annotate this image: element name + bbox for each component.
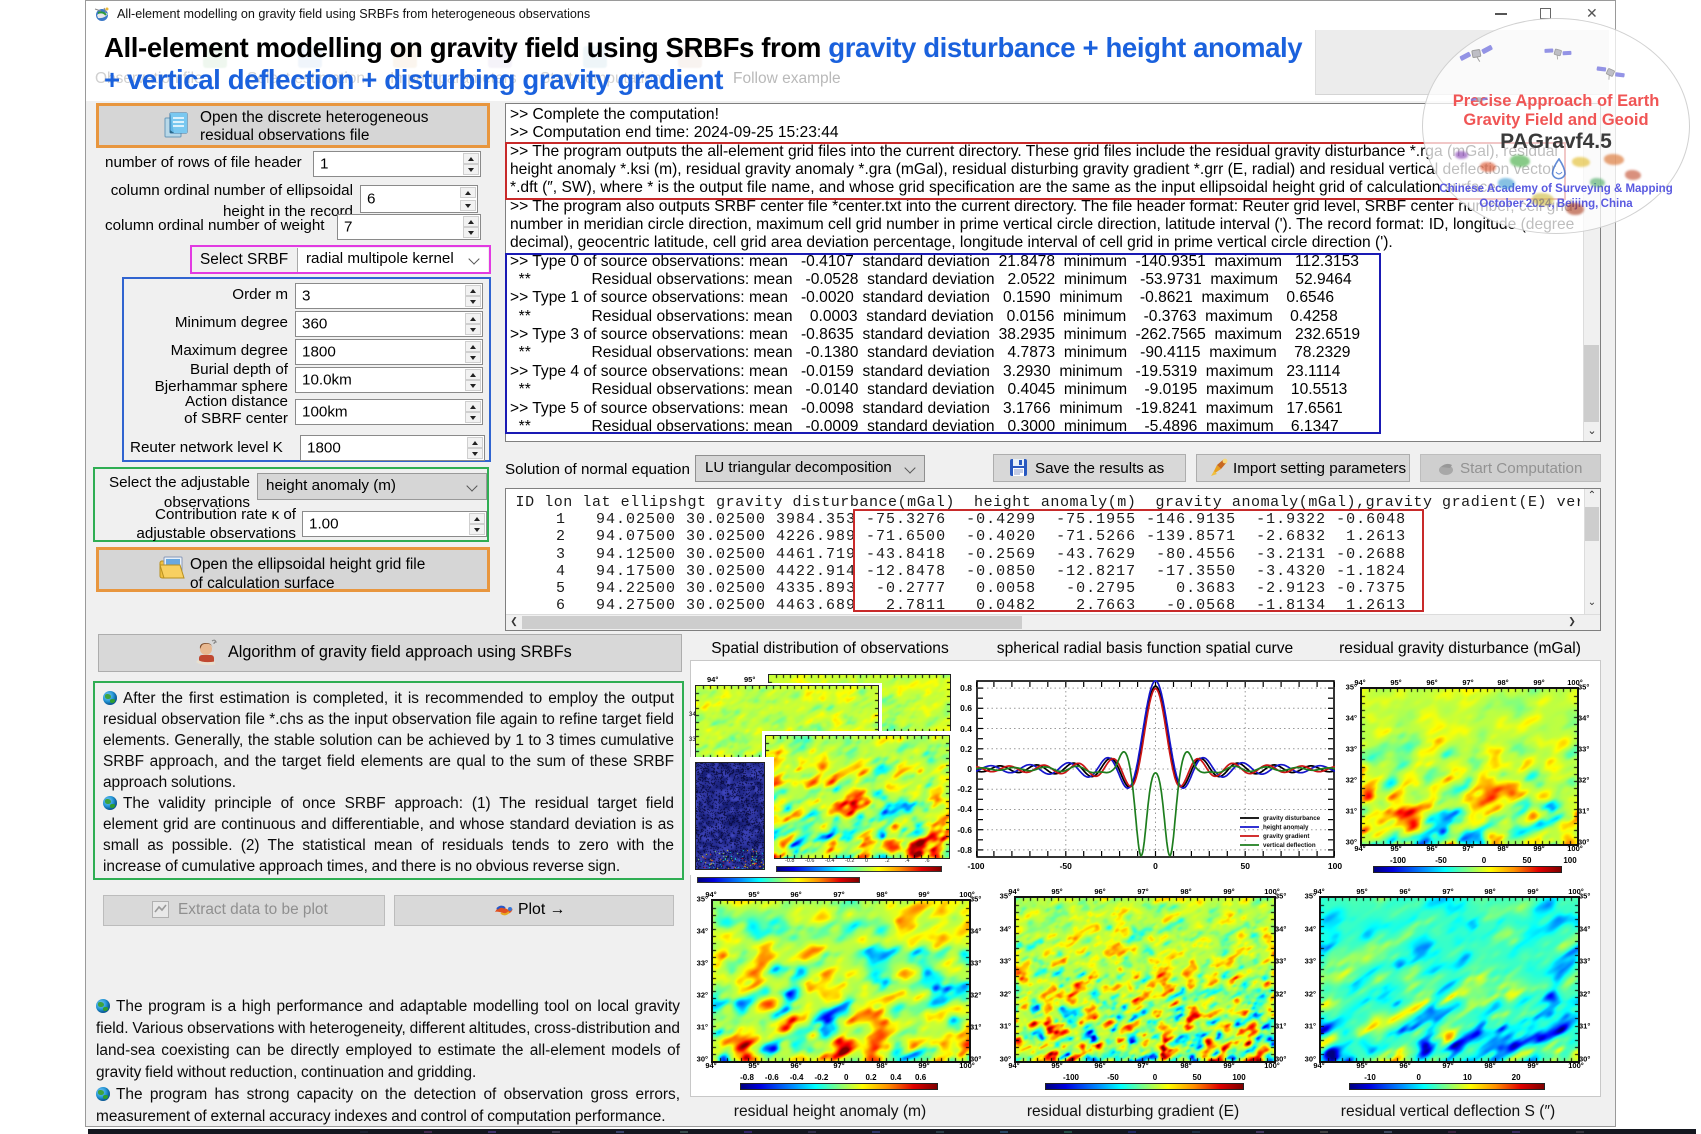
svg-text:height anomaly: height anomaly	[1263, 824, 1309, 831]
svg-text:gravity gradient: gravity gradient	[1263, 833, 1309, 840]
svg-text:vertical deflection: vertical deflection	[1263, 842, 1316, 849]
svg-text:gravity disturbance: gravity disturbance	[1263, 815, 1321, 822]
